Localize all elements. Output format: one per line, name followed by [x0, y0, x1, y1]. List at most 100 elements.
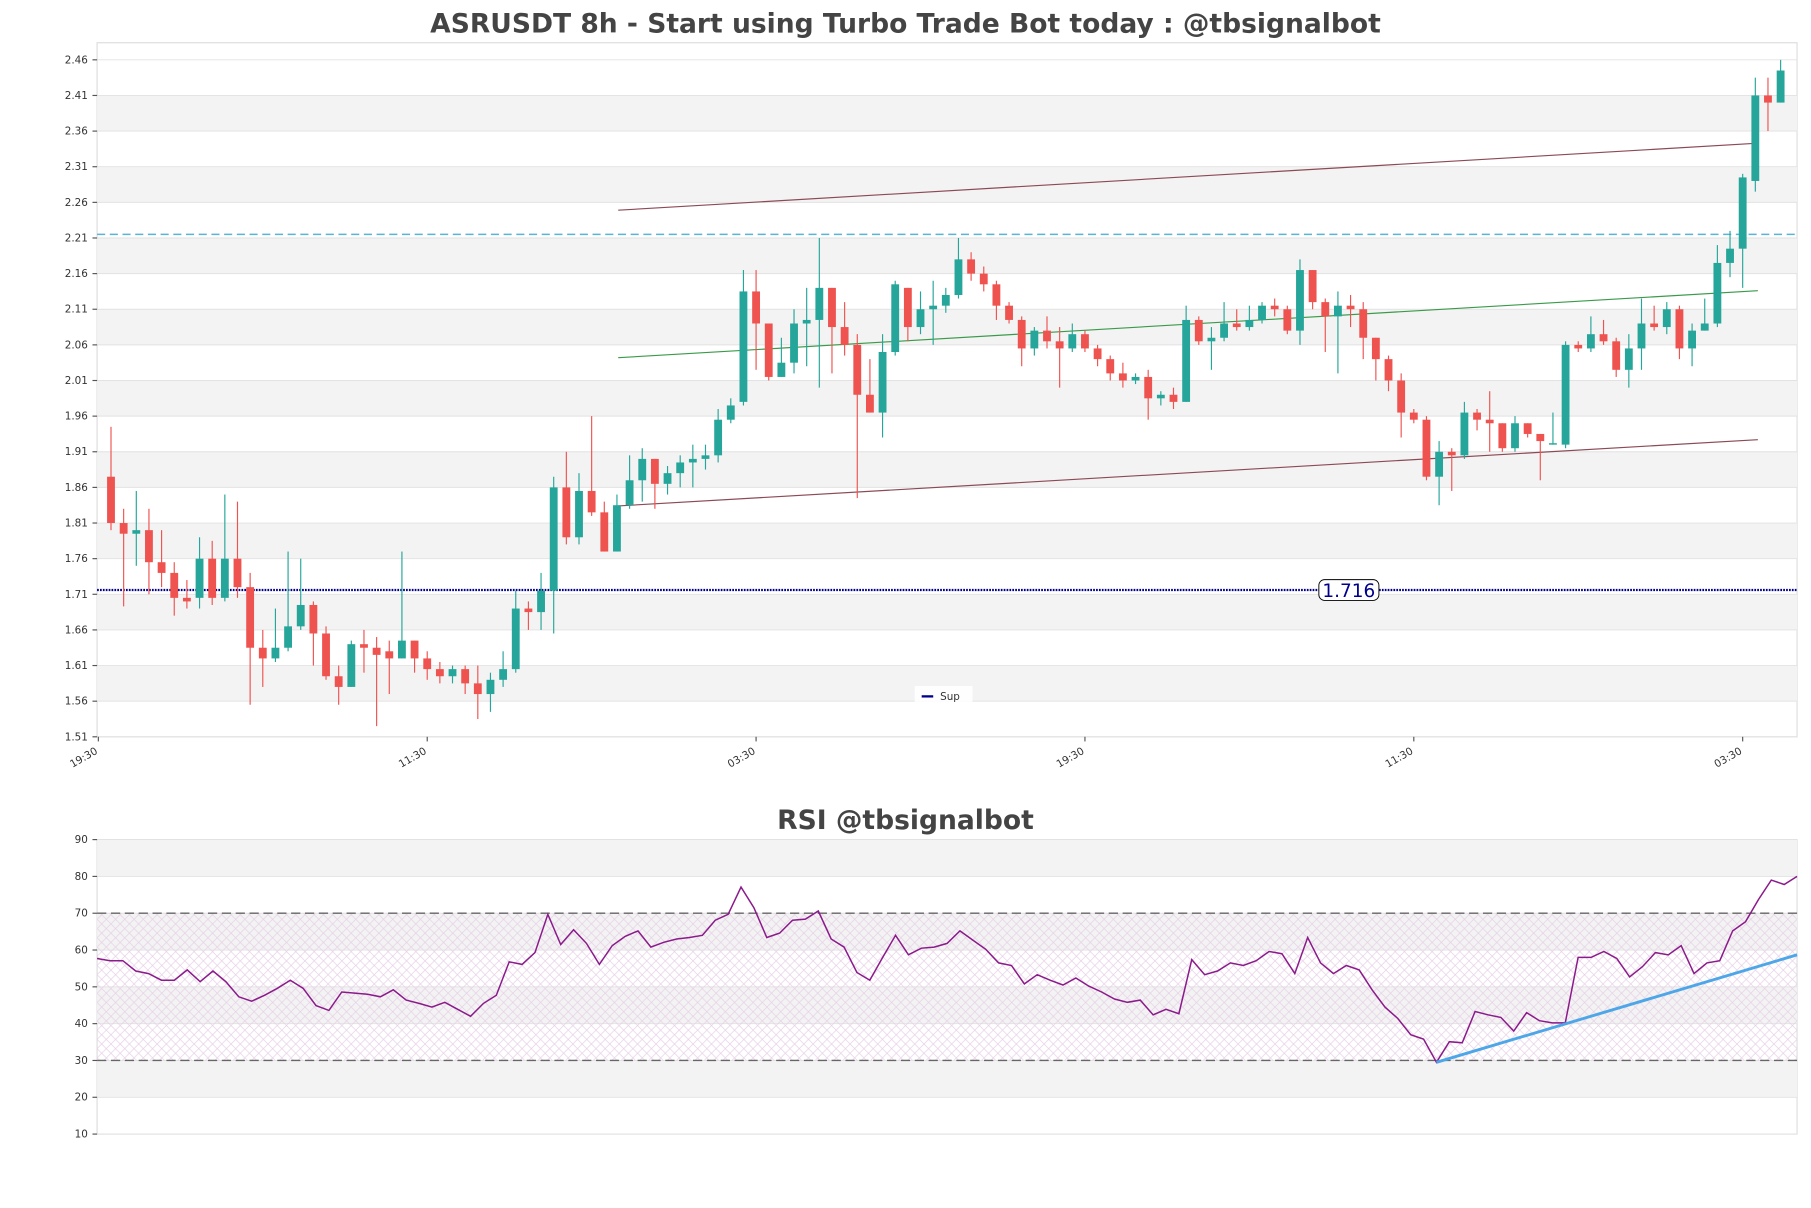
candle-body: [1296, 270, 1304, 331]
candle-body: [1118, 373, 1127, 381]
candle-body: [397, 640, 406, 659]
rsi-title: RSI @tbsignalbot: [777, 805, 1034, 836]
candle-body: [385, 651, 394, 659]
candle-body: [1637, 323, 1646, 349]
y-tick-label: 2.46: [65, 54, 88, 66]
candle-body: [157, 562, 166, 573]
candle-body: [1485, 419, 1494, 424]
candle-body: [1662, 309, 1671, 328]
candle-body: [1321, 302, 1330, 317]
candle-body: [1017, 319, 1026, 349]
candle-body: [1776, 70, 1785, 103]
candle-body: [296, 604, 305, 627]
rsi-trend-line: [1436, 953, 1798, 1064]
candle-body: [726, 405, 735, 420]
level-zone: [97, 913, 1798, 1061]
candle-body: [486, 679, 495, 695]
y-tick-label: 20: [75, 1092, 88, 1104]
candle-body: [1346, 305, 1355, 310]
candle-body: [802, 319, 811, 324]
backgrounds: [96, 42, 1798, 1135]
candle-body: [309, 604, 318, 634]
candle-body: [929, 305, 938, 310]
candle-body: [1713, 262, 1722, 324]
candle-body: [638, 458, 647, 481]
candle-body: [1308, 270, 1317, 303]
x-tick-label: 03:30: [726, 745, 758, 770]
y-tick-label: 1.56: [65, 696, 88, 708]
band: [97, 1060, 1798, 1098]
legend-label: Sup: [940, 691, 960, 703]
candle-body: [1523, 423, 1532, 434]
candle-body: [1258, 305, 1266, 320]
chart-title: ASRUSDT 8h - Start using Turbo Trade Bot…: [430, 8, 1381, 39]
candle-body: [1182, 319, 1191, 402]
y-tick-label: 30: [75, 1055, 88, 1067]
x-tick-label: 11:30: [1383, 745, 1415, 770]
candle-body: [790, 323, 798, 363]
candle-body: [170, 572, 179, 598]
candle-body: [979, 273, 988, 285]
candle-body: [132, 530, 141, 534]
candle-body: [853, 344, 862, 395]
candle-body: [878, 352, 887, 413]
candle-body: [967, 259, 976, 274]
candle-body: [1283, 309, 1292, 331]
candle-body: [1409, 412, 1418, 420]
y-tick-label: 90: [75, 834, 88, 846]
candle-body: [1270, 305, 1279, 310]
candle-body: [1751, 95, 1760, 181]
x-tick-label: 19:30: [68, 745, 100, 770]
candle-body: [1333, 305, 1342, 317]
candle-body: [208, 558, 217, 598]
candle-body: [322, 633, 330, 677]
candle-body: [954, 259, 963, 295]
y-tick-label: 1.61: [65, 660, 88, 672]
y-tick-label: 2.11: [65, 304, 88, 316]
candle-body: [1738, 177, 1747, 249]
y-tick-label: 80: [75, 871, 88, 883]
candle-body: [1068, 334, 1077, 349]
candle-body: [1397, 380, 1406, 413]
y-tick-label: 60: [75, 944, 88, 956]
y-tick-label: 1.66: [65, 624, 88, 636]
y-tick-label: 2.06: [65, 339, 88, 351]
candle-body: [562, 487, 571, 538]
candle-body: [1700, 323, 1709, 331]
candle-body: [992, 284, 1001, 306]
candle-body: [1422, 419, 1431, 477]
candle-body: [764, 323, 773, 377]
candle-body: [461, 669, 470, 684]
candle-body: [891, 284, 900, 353]
candle-body: [1207, 337, 1216, 342]
candle-body: [752, 291, 761, 324]
y-tick-label: 2.16: [65, 268, 88, 280]
candle-body: [1675, 309, 1684, 349]
candle-body: [1005, 305, 1013, 320]
candle-body: [1688, 330, 1697, 349]
candle-body: [828, 287, 836, 328]
candle-body: [1473, 412, 1481, 420]
trend-line: [618, 142, 1758, 211]
x-tick-label: 11:30: [397, 745, 429, 770]
rsi-line: [96, 875, 1798, 1064]
candle-body: [1220, 323, 1229, 338]
candle-body: [1156, 394, 1165, 399]
candle-body: [941, 294, 950, 306]
candle-body: [1561, 344, 1570, 445]
candle-body: [1536, 433, 1545, 442]
y-tick-label: 1.86: [65, 482, 88, 494]
candle-body: [865, 394, 874, 413]
candle-body: [435, 669, 444, 677]
candle-body: [625, 480, 634, 506]
candle-body: [1106, 359, 1115, 374]
candle-body: [650, 458, 659, 484]
candle-body: [1194, 319, 1203, 342]
trend-line: [618, 439, 1758, 507]
candle-body: [372, 647, 381, 655]
y-tick-label: 1.81: [65, 517, 88, 529]
candle-body: [739, 291, 748, 402]
candle-body: [1055, 341, 1064, 349]
candle-body: [1574, 344, 1583, 349]
y-tick-label: 2.36: [65, 126, 88, 138]
